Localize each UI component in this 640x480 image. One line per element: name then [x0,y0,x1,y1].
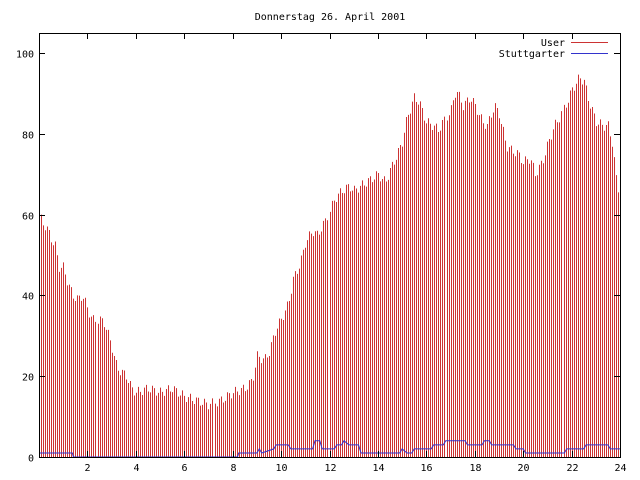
chart-title: Donnerstag 26. April 2001 [255,12,406,23]
legend-label-stuttgarter: Stuttgarter [499,49,565,60]
x-tick-label: 22 [566,463,578,474]
x-tick-label: 12 [324,463,336,474]
plot-frame [39,33,621,458]
x-tick-label: 4 [133,463,139,474]
x-tick-label: 24 [614,463,626,474]
x-tick-label: 14 [372,463,384,474]
y-tick-label: 0 [28,454,34,465]
x-tick-label: 16 [420,463,432,474]
x-tick-label: 6 [181,463,187,474]
y-tick-label: 40 [22,292,34,303]
x-tick-label: 8 [230,463,236,474]
x-tick-label: 20 [517,463,529,474]
stuttgarter-series-line-group [39,440,620,458]
x-tick-label: 2 [84,463,90,474]
stuttgarter-line [39,440,620,458]
legend-label-user: User [541,38,565,49]
y-tick-label: 60 [22,212,34,223]
y-tick-label: 20 [22,373,34,384]
y-tick-label: 100 [16,50,34,61]
user-series-bars [39,74,621,457]
x-tick-label: 10 [275,463,287,474]
legend: User Stuttgarter [499,38,608,60]
y-tick-labels: 0 20 40 60 80 100 [16,50,34,465]
y-tick-label: 80 [22,131,34,142]
x-tick-labels: 2 4 6 8 10 12 14 16 18 20 22 24 [84,463,626,474]
x-tick-label: 18 [469,463,481,474]
